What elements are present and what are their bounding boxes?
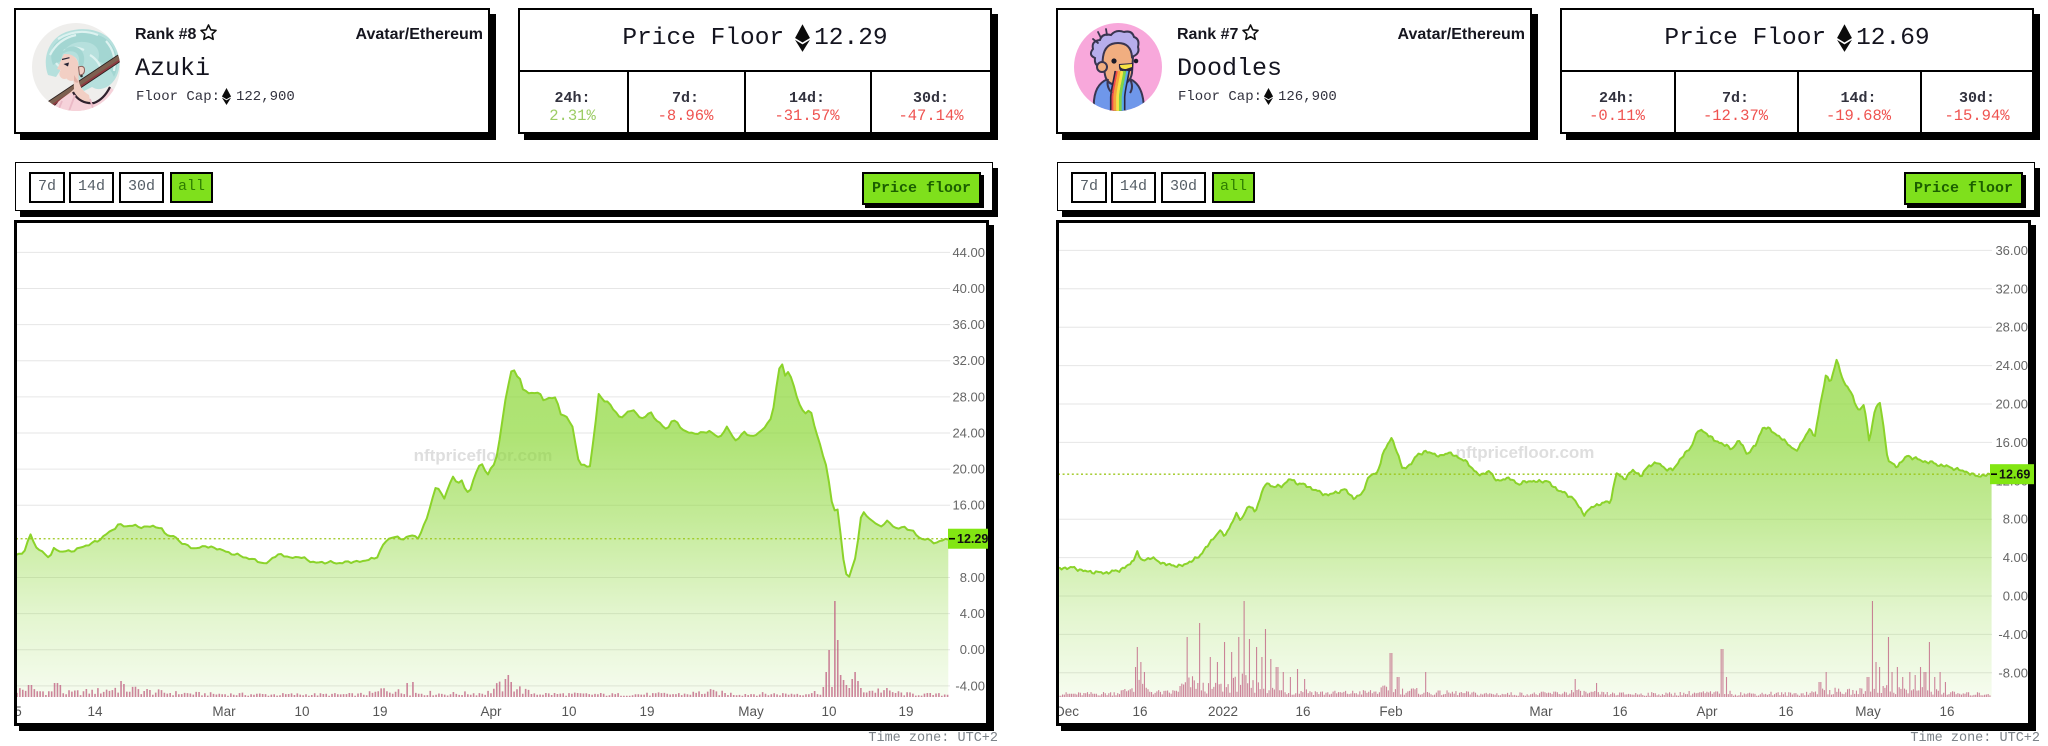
svg-text:20.00: 20.00	[1995, 397, 2028, 412]
svg-text:Feb: Feb	[1379, 704, 1402, 719]
svg-text:16: 16	[1939, 704, 1954, 719]
svg-text:14: 14	[87, 704, 103, 719]
svg-text:24.00: 24.00	[1995, 358, 2028, 373]
svg-text:16.00: 16.00	[952, 498, 985, 513]
svg-text:32.00: 32.00	[952, 353, 985, 368]
svg-text:10: 10	[561, 704, 576, 719]
svg-text:19: 19	[898, 704, 913, 719]
svg-text:16: 16	[1295, 704, 1310, 719]
svg-text:-4.00: -4.00	[955, 678, 985, 693]
svg-text:May: May	[1855, 704, 1881, 719]
svg-text:10: 10	[821, 704, 836, 719]
svg-text:Dec: Dec	[1059, 704, 1079, 719]
svg-text:0.00: 0.00	[2003, 589, 2028, 604]
svg-text:12.29: 12.29	[957, 532, 988, 546]
svg-text:32.00: 32.00	[1995, 281, 2028, 296]
svg-text:4.00: 4.00	[2003, 550, 2028, 565]
svg-text:12.69: 12.69	[1999, 468, 2030, 482]
svg-text:19: 19	[639, 704, 654, 719]
svg-text:Apr: Apr	[1696, 704, 1718, 719]
svg-text:8.00: 8.00	[960, 570, 985, 585]
svg-text:28.00: 28.00	[952, 389, 985, 404]
svg-text:-4.00: -4.00	[1998, 627, 2028, 642]
svg-text:nftpricefloor.com: nftpricefloor.com	[1456, 443, 1595, 462]
svg-text:20.00: 20.00	[952, 462, 985, 477]
svg-text:Mar: Mar	[1529, 704, 1553, 719]
svg-text:Mar: Mar	[212, 704, 236, 719]
svg-text:4.00: 4.00	[960, 606, 985, 621]
svg-text:2022: 2022	[1208, 704, 1238, 719]
svg-text:24.00: 24.00	[952, 425, 985, 440]
svg-text:28.00: 28.00	[1995, 320, 2028, 335]
svg-text:-8.00: -8.00	[1998, 665, 2028, 680]
svg-text:36.00: 36.00	[1995, 243, 2028, 258]
svg-text:May: May	[738, 704, 764, 719]
svg-text:10: 10	[294, 704, 309, 719]
svg-text:36.00: 36.00	[952, 317, 985, 332]
svg-text:16: 16	[1132, 704, 1147, 719]
svg-text:16: 16	[1612, 704, 1627, 719]
svg-text:0.00: 0.00	[960, 642, 985, 657]
svg-text:16: 16	[1778, 704, 1793, 719]
svg-text:Apr: Apr	[480, 704, 502, 719]
svg-text:44.00: 44.00	[952, 245, 985, 260]
svg-text:5: 5	[17, 704, 22, 719]
svg-text:8.00: 8.00	[2003, 512, 2028, 527]
svg-text:19: 19	[372, 704, 387, 719]
svg-text:40.00: 40.00	[952, 281, 985, 296]
svg-text:16.00: 16.00	[1995, 435, 2028, 450]
